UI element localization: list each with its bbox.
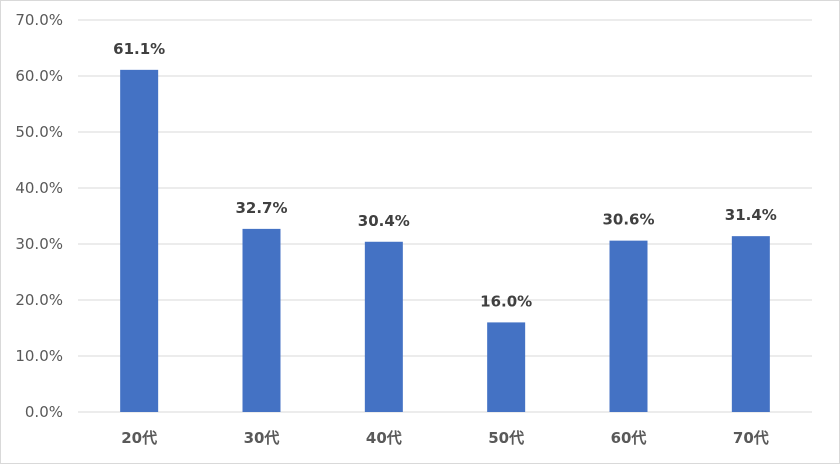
data-label: 61.1%	[113, 40, 165, 58]
x-tick-label: 70代	[733, 429, 769, 447]
gridlines	[78, 19, 812, 413]
data-label: 30.6%	[602, 211, 654, 229]
y-tick-label: 40.0%	[15, 179, 63, 197]
x-tick-label: 40代	[366, 429, 402, 447]
y-tick-label: 0.0%	[25, 403, 63, 421]
y-tick-label: 60.0%	[15, 67, 63, 85]
y-tick-label: 20.0%	[15, 291, 63, 309]
bar	[731, 236, 770, 412]
x-tick-label: 50代	[488, 429, 524, 447]
bar	[120, 69, 159, 412]
bar	[609, 240, 648, 412]
bars	[120, 69, 770, 412]
data-label: 16.0%	[480, 292, 532, 310]
x-axis-tick-labels: 20代 30代 40代 50代 60代 70代	[121, 429, 769, 447]
bar	[487, 322, 526, 412]
data-label: 30.4%	[358, 212, 410, 230]
x-tick-label: 60代	[611, 429, 647, 447]
y-tick-label: 10.0%	[15, 347, 63, 365]
data-label: 31.4%	[725, 206, 777, 224]
data-label: 32.7%	[235, 199, 287, 217]
y-axis-tick-labels: 0.0% 10.0% 20.0% 30.0% 40.0% 50.0% 60.0% 70.0%	[15, 11, 63, 421]
x-tick-label: 30代	[244, 429, 280, 447]
y-tick-label: 30.0%	[15, 235, 63, 253]
y-tick-label: 70.0%	[15, 11, 63, 29]
bar	[242, 228, 281, 412]
x-tick-label: 20代	[121, 429, 157, 447]
y-tick-label: 50.0%	[15, 123, 63, 141]
bar	[364, 241, 403, 412]
data-labels: 61.1% 32.7% 30.4% 16.0% 30.6% 31.4%	[113, 40, 777, 311]
